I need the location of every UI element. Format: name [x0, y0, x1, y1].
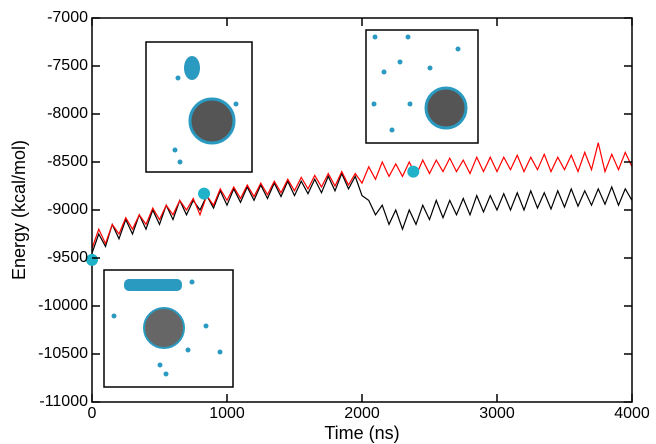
y-tick-label: -9500: [47, 249, 88, 266]
series-line: [91, 171, 633, 254]
x-tick-label: 1000: [209, 405, 245, 422]
inset-snapshot: [103, 269, 234, 388]
inset-snapshot: [145, 41, 253, 173]
marker-dot: [407, 165, 420, 178]
marker-dot: [198, 187, 211, 200]
y-tick-label: -8500: [47, 153, 88, 170]
series-line: [91, 142, 633, 249]
marker-dot: [86, 253, 98, 266]
y-tick-label: -7000: [47, 9, 88, 26]
y-tick-label: -8000: [47, 105, 88, 122]
x-tick-label: 0: [88, 405, 97, 422]
x-tick-label: 2000: [344, 405, 380, 422]
y-axis-title: Energy (kcal/mol): [9, 140, 29, 280]
y-tick-label: -9000: [47, 201, 88, 218]
inset-snapshot: [365, 29, 479, 144]
y-tick-label: -10500: [38, 345, 88, 362]
x-tick-label: 3000: [479, 405, 515, 422]
y-tick-label: -10000: [38, 297, 88, 314]
x-tick-label: 4000: [614, 405, 650, 422]
plot-area: [91, 142, 633, 254]
x-axis-title: Time (ns): [324, 423, 399, 443]
y-tick-label: -11000: [39, 393, 88, 410]
y-tick-label: -7500: [47, 57, 88, 74]
marker-layer: [86, 165, 420, 266]
